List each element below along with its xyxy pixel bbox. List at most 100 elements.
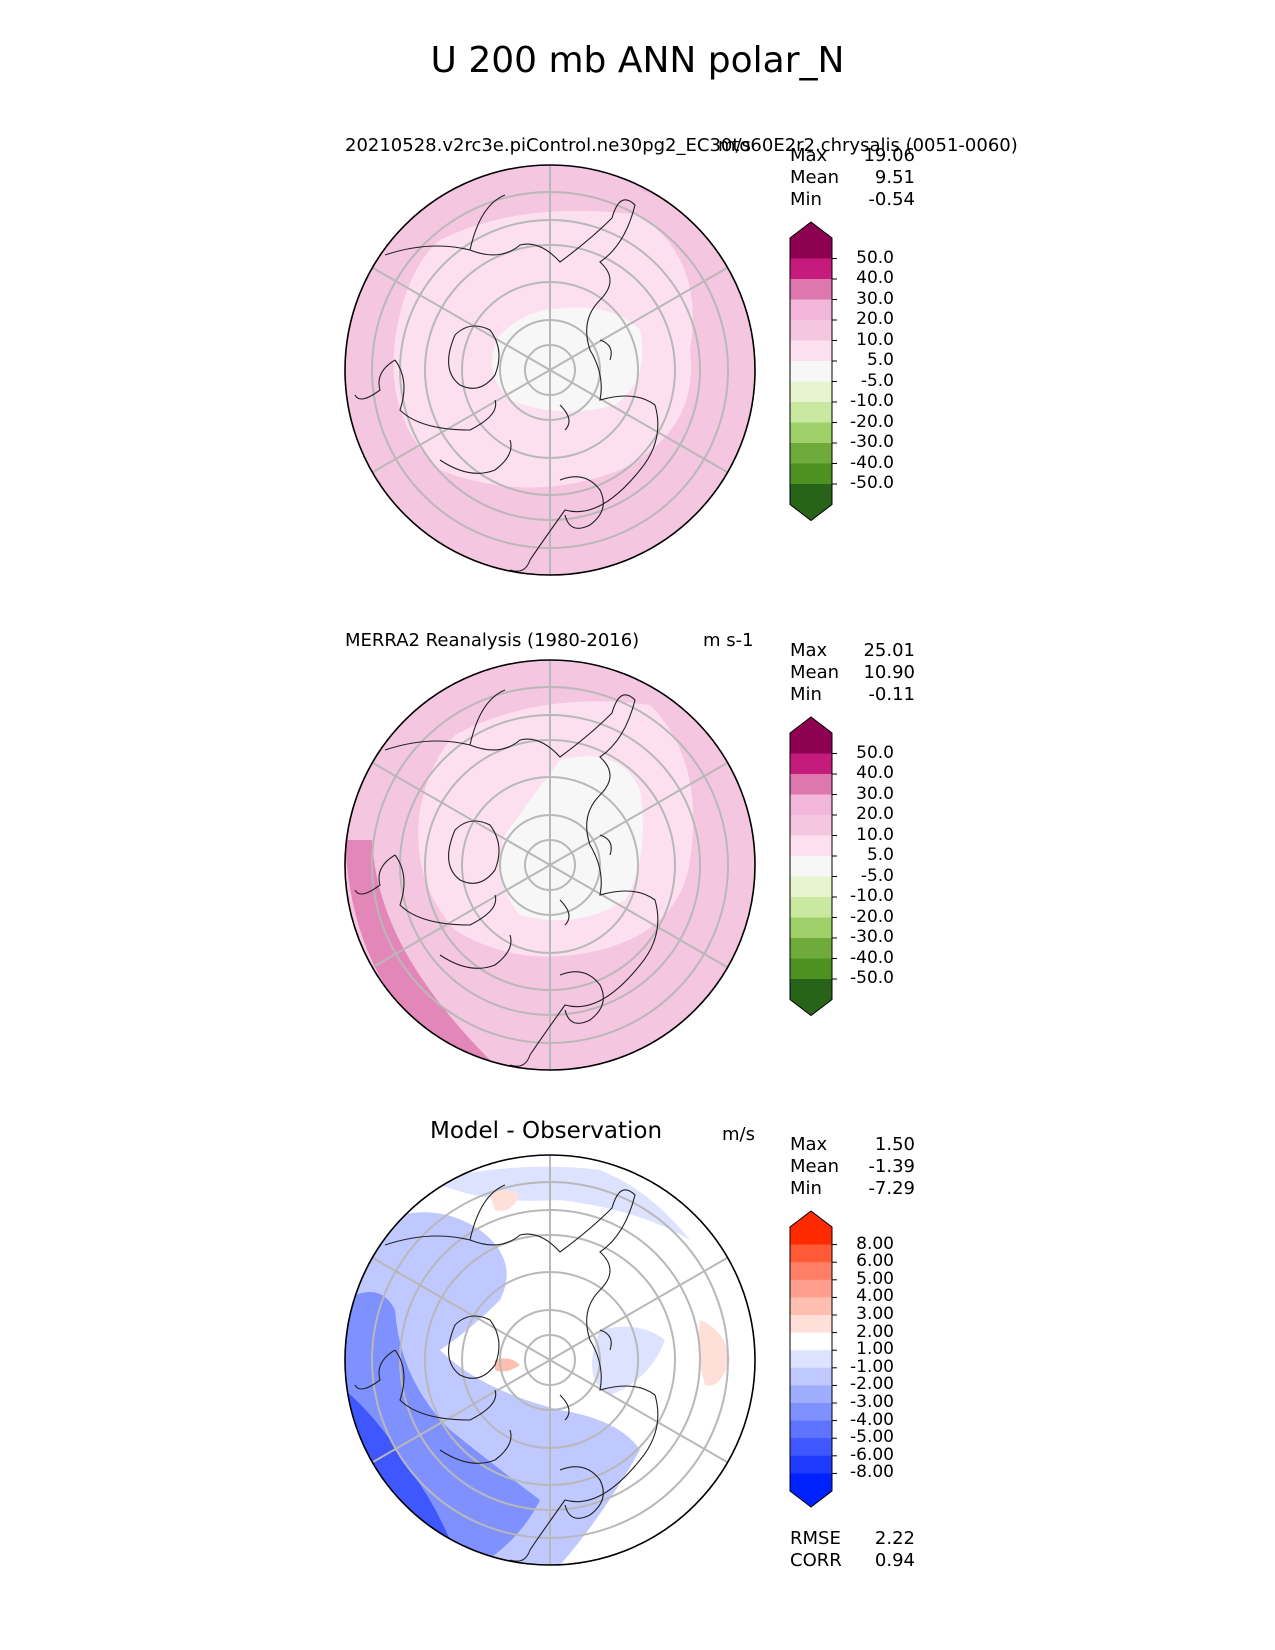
colorbar-segment [790, 299, 832, 321]
panel-2-stat-value: -0.11 [868, 684, 915, 705]
colorbar-tick-label: 1.00 [856, 1339, 894, 1360]
panel-1-title: 20210528.v2rc3e.piControl.ne30pg2_EC30to… [345, 135, 1018, 156]
panel-1-colorbar [789, 221, 837, 522]
colorbar-segment [790, 443, 832, 464]
colorbar-tick-label: -10.0 [850, 886, 894, 906]
colorbar-tick-label: 40.0 [856, 763, 894, 783]
panel-2-stat-label: Mean [790, 662, 840, 683]
colorbar-tick-label: -2.00 [850, 1374, 894, 1395]
panel-1-stat-label: Max [790, 145, 828, 166]
panel-3-stat-value: -1.39 [868, 1156, 915, 1177]
panel-2-stat-value: 10.90 [863, 662, 915, 683]
panel-2-colorbar [789, 716, 837, 1017]
colorbar-segment [790, 1473, 832, 1492]
panel-2-map [344, 659, 756, 1071]
colorbar-tick-label: -30.0 [850, 432, 894, 452]
panel-2-stat-value: 25.01 [863, 640, 915, 661]
colorbar-outline [789, 221, 833, 522]
colorbar-segment [790, 320, 832, 341]
panel-1-stat-label: Mean [790, 167, 840, 188]
colorbar-segment [790, 958, 832, 980]
colorbar-segment [790, 1438, 832, 1457]
panel-3-metric-value: 0.94 [874, 1550, 915, 1571]
colorbar-segment [790, 815, 832, 836]
colorbar-segment [790, 856, 832, 877]
panel-3-stat-label: Max [790, 1134, 828, 1155]
panel-2-stat-label: Max [790, 640, 828, 661]
colorbar-tick-label: 5.0 [866, 350, 894, 370]
colorbar-tick-label: -50.0 [850, 968, 894, 988]
colorbar-tick-label: 30.0 [856, 288, 894, 309]
colorbar-tick-label: -5.0 [860, 370, 894, 391]
panel-1-coastlines [354, 194, 659, 572]
panel-2-graticule [371, 660, 729, 1070]
panel-2-title: MERRA2 Reanalysis (1980-2016) [345, 630, 640, 651]
panel-1-stat-value: -0.54 [868, 189, 915, 210]
colorbar-tick-label: -5.0 [860, 865, 894, 886]
colorbar-tick-label: 10.0 [856, 329, 894, 350]
panel-3-metric-label: RMSE [790, 1528, 841, 1549]
colorbar-outline [789, 1210, 833, 1508]
colorbar-segment [790, 340, 832, 362]
colorbar-segment [790, 753, 832, 775]
colorbar-tick-label: -20.0 [850, 906, 894, 927]
panel-1-units: m/s [718, 135, 751, 156]
colorbar-tick-label: 50.0 [856, 742, 894, 763]
colorbar-segment [790, 917, 832, 939]
colorbar-segment [790, 1244, 832, 1263]
colorbar-segment [790, 1403, 832, 1422]
colorbar-tick-label: 3.00 [856, 1304, 894, 1324]
figure-title: U 200 mb ANN polar_N [430, 40, 845, 81]
colorbar-extend-top [790, 1211, 832, 1227]
colorbar-segment [790, 484, 832, 505]
panel-2-coastlines [354, 689, 659, 1067]
panel-3-stat-value: -7.29 [868, 1178, 915, 1199]
colorbar-segment [790, 938, 832, 959]
panel-3-metric-label: CORR [790, 1550, 842, 1571]
colorbar-tick-label: 40.0 [856, 268, 894, 288]
colorbar-segment [790, 463, 832, 485]
colorbar-extend-top [790, 717, 832, 733]
colorbar-tick-label: -5.00 [850, 1427, 894, 1448]
colorbar-segment [790, 279, 832, 300]
panel-2-units: m s-1 [703, 630, 754, 651]
colorbar-extend-bottom [790, 999, 832, 1016]
colorbar-segment [790, 402, 832, 423]
colorbar-segment [790, 897, 832, 918]
colorbar-tick-label: -4.00 [850, 1409, 894, 1430]
colorbar-segment [790, 1279, 832, 1298]
colorbar-tick-label: 2.00 [856, 1321, 894, 1342]
colorbar-tick-label: -50.0 [850, 473, 894, 493]
colorbar-segment [790, 979, 832, 1000]
panel-3-colorbar [789, 1210, 837, 1508]
panel-1-stat-value: 19.06 [863, 145, 915, 166]
colorbar-extend-bottom [790, 504, 832, 521]
colorbar-tick-label: 4.00 [856, 1286, 894, 1307]
panel-3-graticule [371, 1155, 729, 1565]
colorbar-tick-label: -10.0 [850, 391, 894, 411]
colorbar-tick-label: -20.0 [850, 411, 894, 432]
colorbar-segment [790, 1385, 832, 1404]
panel-3-map [344, 1154, 756, 1566]
colorbar-segment [790, 835, 832, 857]
colorbar-segment [790, 1262, 832, 1281]
colorbar-segment [790, 238, 832, 259]
colorbar-extend-top [790, 222, 832, 238]
colorbar-segment [790, 1332, 832, 1351]
colorbar-tick-label: 5.00 [856, 1268, 894, 1289]
colorbar-segment [790, 1315, 832, 1334]
panel-3-title: Model - Observation [430, 1118, 663, 1144]
colorbar-tick-label: -8.00 [850, 1462, 894, 1483]
colorbar-segment [790, 1367, 832, 1386]
colorbar-tick-label: 20.0 [856, 804, 894, 824]
panel-2-stat-label: Min [790, 684, 822, 705]
panel-3-stat-label: Mean [790, 1156, 840, 1177]
colorbar-tick-label: 20.0 [856, 309, 894, 329]
panel-1-stat-value: 9.51 [874, 167, 915, 188]
colorbar-tick-label: 5.0 [866, 845, 894, 865]
colorbar-tick-label: 10.0 [856, 824, 894, 845]
colorbar-tick-label: -1.00 [850, 1356, 894, 1377]
colorbar-tick-label: -40.0 [850, 947, 894, 968]
panel-3-stat-label: Min [790, 1178, 822, 1199]
